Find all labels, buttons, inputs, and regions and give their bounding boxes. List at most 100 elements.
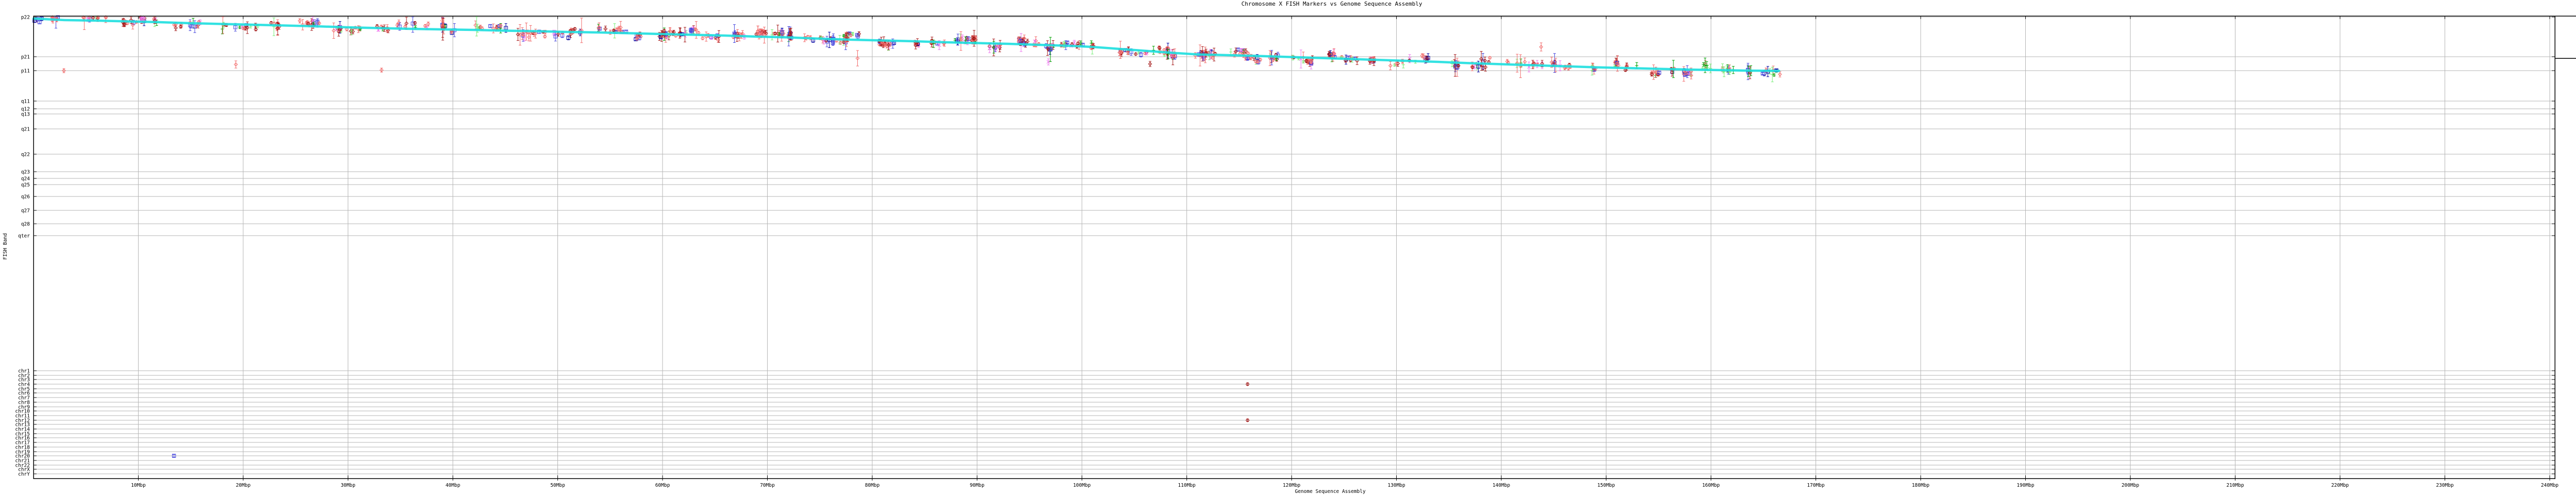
data-point-marker: [331, 28, 336, 33]
data-point-marker: [189, 24, 194, 28]
data-point-marker: [297, 19, 302, 23]
data-point-marker: [533, 31, 538, 36]
chart-scatter-points: [32, 15, 1782, 458]
data-point-marker: [1721, 65, 1724, 69]
data-point-marker: [1396, 61, 1400, 66]
y-tick-label: chr19: [15, 450, 30, 455]
y-tick-label: chrY: [18, 472, 30, 477]
data-point-marker: [172, 23, 177, 27]
data-point-marker: [528, 31, 533, 36]
y-tick-label: chr8: [18, 400, 30, 406]
y-tick-label: chr18: [15, 445, 30, 451]
x-tick-label: 10Mbp: [131, 483, 146, 488]
data-point-marker: [1522, 59, 1527, 64]
data-point-marker: [221, 27, 224, 31]
data-point-marker: [233, 25, 238, 29]
data-point-marker: [789, 30, 793, 35]
data-point-marker: [413, 21, 417, 25]
y-tick-label: chr5: [18, 387, 30, 392]
data-point-marker: [474, 25, 479, 28]
x-tick-label: 230Mbp: [2436, 483, 2454, 488]
data-point-marker: [1304, 59, 1309, 63]
data-point-marker: [130, 23, 135, 27]
data-point-marker: [553, 35, 557, 39]
data-point-errorbar: [1236, 48, 1240, 51]
x-tick-label: 180Mbp: [1912, 483, 1930, 488]
data-point-marker: [1133, 52, 1138, 56]
data-point-marker: [886, 43, 891, 47]
data-point-marker: [174, 26, 178, 30]
data-point-errorbar: [1516, 54, 1519, 73]
data-point-errorbar: [849, 34, 852, 37]
y-tick-label: q11: [21, 99, 30, 105]
data-point-marker: [518, 32, 522, 37]
data-point-marker: [759, 28, 764, 33]
y-tick-label: chr20: [15, 454, 30, 459]
data-point-marker: [276, 26, 280, 30]
data-point-marker: [1654, 70, 1658, 75]
y-tick-label: chr3: [18, 377, 30, 383]
x-tick-label: 200Mbp: [2122, 483, 2140, 488]
data-point-errorbar: [1389, 61, 1392, 70]
data-point-errorbar: [679, 27, 682, 39]
data-point-marker: [1125, 50, 1130, 54]
data-point-errorbar: [705, 31, 708, 42]
data-point-errorbar: [1076, 42, 1079, 45]
data-point-marker: [1748, 71, 1752, 75]
data-point-marker: [1025, 39, 1030, 44]
y-tick-label: q26: [21, 194, 30, 200]
x-tick-label: 150Mbp: [1597, 483, 1615, 488]
data-point-marker: [1241, 48, 1245, 53]
data-point-marker: [253, 27, 258, 31]
chart-gridlines: [33, 16, 2555, 478]
data-point-marker: [841, 40, 846, 44]
data-point-marker: [617, 27, 622, 31]
data-point-marker: [566, 36, 570, 40]
data-point-marker: [1689, 69, 1693, 74]
data-point-marker: [305, 20, 310, 24]
data-point-marker: [1470, 65, 1475, 70]
data-point-marker: [1476, 64, 1481, 69]
data-point-marker: [1483, 65, 1488, 70]
data-point-errorbar: [1480, 60, 1483, 71]
data-point-marker: [709, 36, 714, 40]
chart-title: Chromosome X FISH Markers vs Genome Sequ…: [1242, 1, 1422, 7]
data-point-marker: [1483, 58, 1487, 63]
fit-line: [32, 17, 1781, 72]
data-point-marker: [1256, 59, 1260, 64]
data-point-errorbar: [580, 18, 583, 43]
x-tick-label: 60Mbp: [655, 483, 670, 488]
data-point-marker: [1079, 41, 1083, 45]
data-point-marker: [1770, 73, 1774, 76]
data-point-marker: [87, 15, 91, 20]
y-tick-label: chr16: [15, 436, 30, 441]
data-point-errorbar: [518, 24, 521, 46]
data-point-marker: [988, 46, 992, 51]
data-point-marker: [1650, 72, 1654, 77]
x-tick-label: 50Mbp: [550, 483, 565, 488]
x-axis-title: Genome Sequence Assembly: [1295, 489, 1366, 494]
data-point-errorbar: [1519, 54, 1522, 78]
data-point-marker: [411, 21, 415, 26]
data-point-marker: [1018, 39, 1023, 43]
data-point-marker: [1245, 418, 1250, 422]
data-point-errorbar: [301, 19, 304, 30]
data-point-marker: [1455, 65, 1460, 69]
data-point-errorbar: [1761, 72, 1764, 75]
data-point-marker: [1252, 56, 1256, 60]
data-point-errorbar: [1049, 47, 1052, 51]
data-point-marker: [1420, 53, 1425, 58]
data-point-marker: [521, 32, 526, 37]
data-point-marker: [788, 32, 792, 37]
data-point-marker: [855, 56, 860, 60]
data-point-marker: [245, 25, 250, 30]
y-tick-label: chr22: [15, 463, 30, 469]
data-point-marker: [777, 32, 781, 36]
x-tick-label: 140Mbp: [1493, 483, 1511, 488]
y-tick-label: q23: [21, 170, 30, 175]
data-point-marker: [966, 37, 971, 41]
data-point-marker: [993, 45, 997, 50]
data-point-marker: [1148, 62, 1153, 66]
